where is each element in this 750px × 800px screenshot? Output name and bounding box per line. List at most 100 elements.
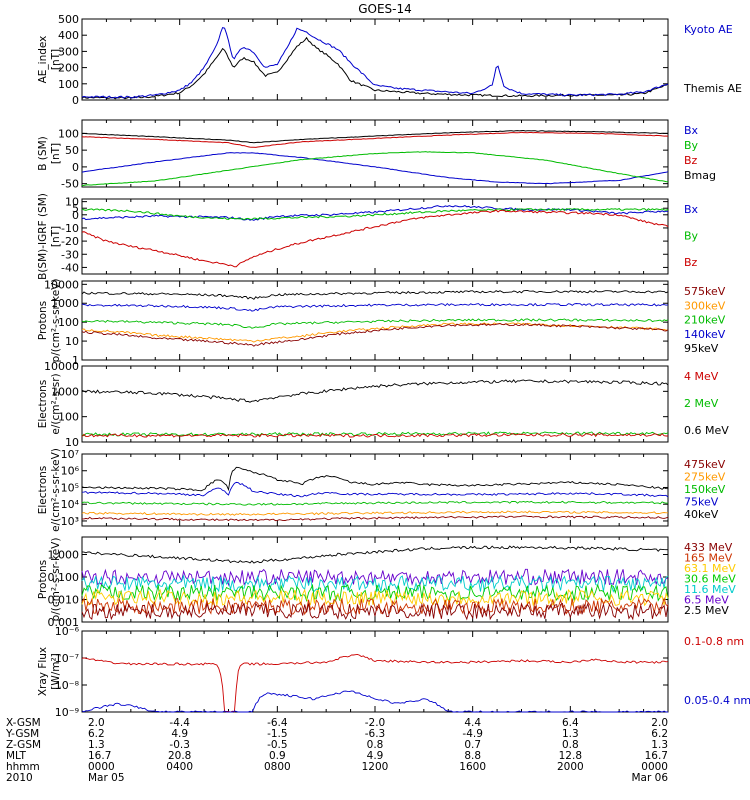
series-95kev: [81, 289, 669, 300]
series-140kev: [81, 302, 669, 312]
orbit-row-label: X-GSM: [6, 717, 41, 729]
orbit-cell: 0.9: [269, 750, 286, 762]
legend-entry: 140keV: [684, 328, 726, 341]
y-tick-label: 10⁻⁶: [55, 625, 80, 638]
series-by: [81, 207, 669, 221]
legend-entry: 275keV: [684, 471, 726, 484]
orbit-cell: -6.4: [267, 717, 288, 729]
y-tick-label: 0.010: [48, 594, 80, 607]
orbit-cell: 6.2: [651, 728, 668, 740]
legend-entry: 11.6 MeV: [684, 583, 736, 596]
y-tick-label: 10⁶: [61, 465, 80, 478]
panel-frame: [81, 453, 669, 527]
y-tick-label: -50: [61, 178, 79, 191]
panel-frame: [81, 18, 669, 101]
orbit-cell: 4.9: [367, 750, 384, 762]
y-tick-label: -10: [61, 222, 79, 235]
y-tick-label: 10⁻⁷: [55, 652, 79, 665]
y-axis-title: p/(cm²-s-sr-keV): [50, 538, 62, 622]
series-bz: [81, 209, 669, 268]
y-axis-title: p/(cm²-s-sr-keV): [50, 279, 62, 363]
y-tick-label: -20: [61, 235, 79, 248]
legend-entry: 150keV: [684, 483, 726, 496]
y-tick-label: 100: [58, 127, 79, 140]
orbit-row-label: 2010: [6, 772, 33, 784]
y-axis-title: [nT]: [50, 49, 62, 70]
legend-entry: Bx: [684, 203, 699, 216]
orbit-row-label: MLT: [6, 750, 26, 762]
y-tick-label: 300: [58, 45, 79, 58]
legend-entry: Bz: [684, 256, 698, 269]
panel-8: 10⁻⁹ 10⁻⁸ 10⁻⁷ 10⁻⁶ Xray Flux [W/m²] 0.1-0.8 n…: [37, 625, 750, 719]
series-475kev: [82, 515, 669, 522]
orbit-cell: 0400: [166, 761, 193, 773]
series-0-1-0-8-nm: [81, 653, 669, 713]
orbit-cell: 4.4: [464, 717, 481, 729]
series-by: [81, 151, 669, 187]
series-150kev: [81, 500, 669, 506]
y-axis-title: Electrons: [37, 380, 49, 429]
orbit-cell: -2.0: [365, 717, 386, 729]
legend-entry: Themis AE: [683, 82, 742, 95]
orbit-cell: Mar 06: [631, 772, 668, 784]
series-0-05-0-4-nm: [81, 690, 668, 713]
orbit-cell: 16.7: [645, 750, 668, 762]
panel-2: -50 0 50 100 B (SM) [nT] Bx By Bz Bmag: [37, 119, 716, 191]
orbit-row-label: Z-GSM: [6, 739, 41, 751]
y-tick-label: 1.000: [48, 549, 80, 562]
y-tick-label: 200: [58, 62, 79, 75]
series-bmag: [81, 129, 668, 144]
legend-entry: 475keV: [684, 458, 726, 471]
legend-entry: 40keV: [684, 508, 719, 521]
y-axis-title: B(SM)-IGRF (SM): [37, 193, 49, 280]
orbit-cell: 1.3: [651, 739, 668, 751]
orbit-cell: 12.8: [559, 750, 582, 762]
y-tick-label: 10000: [44, 278, 79, 291]
series-bx: [81, 205, 669, 221]
series-11-6-mev: [81, 574, 669, 594]
orbit-cell: 6.2: [88, 728, 105, 740]
orbit-cell: 1.3: [88, 739, 105, 751]
orbit-row-label: hhmm: [6, 761, 40, 773]
orbit-cell: 2.0: [88, 717, 105, 729]
y-tick-label: 100: [58, 78, 79, 91]
orbit-cell: 4.9: [171, 728, 188, 740]
legend-entry: Bx: [684, 124, 699, 137]
plot-title: GOES-14: [358, 2, 412, 16]
orbit-cell: -0.3: [169, 739, 190, 751]
orbit-cell: 0800: [264, 761, 291, 773]
series-275kev: [81, 510, 668, 516]
y-tick-label: -30: [61, 248, 79, 261]
y-axis-title: [nT]: [50, 226, 62, 247]
orbit-cell: 20.8: [168, 750, 191, 762]
series-63-1-mev: [81, 588, 669, 607]
y-tick-label: 500: [58, 13, 79, 26]
y-tick-label: 10⁴: [61, 498, 80, 511]
legend-entry: 6.5 MeV: [684, 594, 729, 607]
orbit-row-label: Y-GSM: [5, 728, 39, 740]
orbit-cell: 2000: [557, 761, 584, 773]
y-axis-title: AE_index: [37, 36, 49, 84]
y-axis-title: e/(cm²-s-sr): [50, 373, 62, 434]
y-tick-label: 10000: [44, 360, 79, 373]
legend-entry: By: [684, 230, 699, 243]
panel-6: 10³ 10⁴ 10⁵ 10⁶ 10⁷ Electrons e/(cm²-s-sr-keV)…: [37, 448, 726, 532]
y-tick-label: 10⁻⁸: [55, 679, 80, 692]
y-tick-label: 10⁵: [61, 481, 79, 494]
legend-entry: 0.6 MeV: [684, 424, 729, 437]
panel-frame: [81, 280, 669, 361]
series-433-mev: [81, 602, 669, 621]
y-tick-label: 1000: [51, 385, 79, 398]
y-tick-label: 0: [72, 209, 79, 222]
orbit-cell: 0000: [88, 761, 115, 773]
series-6-5-mev: [81, 568, 669, 587]
series-bx: [81, 152, 669, 185]
legend-entry: 0.1-0.8 nm: [684, 635, 744, 648]
y-axis-title: [W/m²]: [50, 653, 62, 690]
orbit-cell: -6.3: [365, 728, 386, 740]
orbit-cell: 2.0: [651, 717, 668, 729]
panel-4: 1 10 100 1000 10000 Protons p/(cm²-s-sr-keV) 57…: [37, 278, 726, 367]
